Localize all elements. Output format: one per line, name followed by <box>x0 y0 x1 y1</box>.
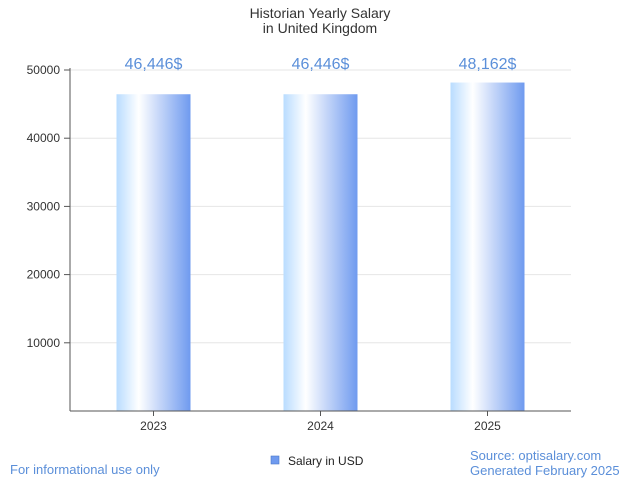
legend-label: Salary in USD <box>288 454 364 468</box>
source-block: Source: optisalary.com Generated Februar… <box>470 448 620 478</box>
y-tick-label: 40000 <box>27 131 61 145</box>
y-tick-label: 20000 <box>27 268 61 282</box>
x-tick-label: 2025 <box>474 419 501 433</box>
data-labels: 46,446$ 46,446$ 48,162$ <box>125 56 517 73</box>
axes: 10000 20000 30000 40000 50000 2023 2024 2025 <box>27 63 571 433</box>
source-link[interactable]: Source: optisalary.com <box>470 448 602 463</box>
legend-swatch <box>270 455 280 465</box>
bar-2024[interactable] <box>283 94 358 411</box>
data-label-2024: 46,446$ <box>292 56 350 73</box>
data-label-2023: 46,446$ <box>125 56 183 73</box>
x-tick-label: 2024 <box>307 419 334 433</box>
y-tick-label: 10000 <box>27 336 61 350</box>
x-tick-label: 2023 <box>140 419 167 433</box>
data-label-2025: 48,162$ <box>459 56 517 73</box>
bar-2025[interactable] <box>450 82 525 411</box>
disclaimer-text: For informational use only <box>10 462 160 477</box>
chart-subtitle: in United Kingdom <box>263 20 377 36</box>
y-tick-label: 30000 <box>27 199 61 213</box>
generated-date: Generated February 2025 <box>470 463 620 478</box>
y-tick-label: 50000 <box>27 63 61 77</box>
legend[interactable]: Salary in USD <box>270 454 364 468</box>
bar-2023[interactable] <box>116 94 191 411</box>
chart-title: Historian Yearly Salary <box>250 5 391 21</box>
bars <box>116 82 525 411</box>
